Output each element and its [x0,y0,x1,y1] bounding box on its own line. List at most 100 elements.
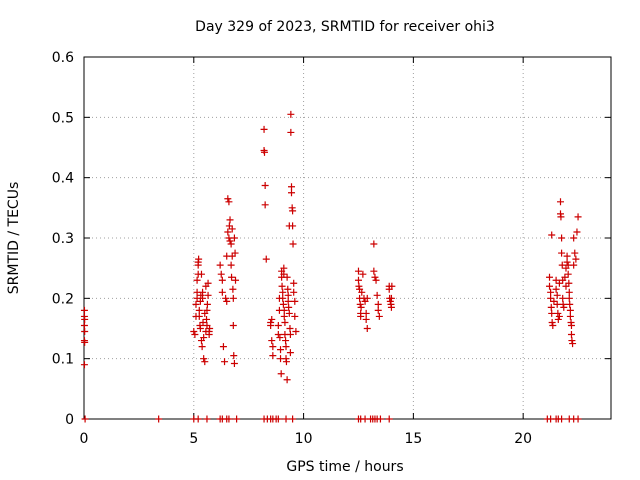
data-point [546,282,554,290]
data-point [286,325,294,332]
data-point [284,285,292,293]
data-point [261,182,269,190]
data-point [288,183,296,191]
plot-area-frame [83,56,612,420]
data-point [555,312,563,320]
data-point [358,288,366,296]
data-point [388,282,396,290]
data-point [204,291,212,299]
data-point [291,297,299,305]
data-point [546,273,554,281]
data-point [289,222,297,230]
data-point [199,318,207,326]
data-point [218,276,226,284]
data-point [566,300,574,308]
data-point [203,415,211,423]
data-point [373,291,381,299]
data-point [362,315,370,323]
data-point [566,312,574,320]
data-point [81,315,89,323]
data-point [292,328,300,336]
data-point [552,285,560,293]
data-point [261,201,269,209]
data-point [554,309,562,317]
data-point [558,249,566,257]
data-point [565,279,573,287]
data-point [81,415,89,423]
y-tick-label: 0.5 [52,110,74,126]
data-point [565,288,573,296]
data-point [549,321,557,329]
data-point [558,234,566,242]
data-point [574,415,582,423]
data-point [225,415,233,423]
data-point [269,343,277,351]
data-point [279,294,287,302]
data-point [569,340,577,348]
data-point [553,300,561,308]
data-point [556,198,564,206]
data-point [203,306,211,314]
data-point [201,358,209,366]
data-point [278,282,286,290]
data-point [374,300,382,308]
data-point [574,213,582,221]
y-tick-label: 0.4 [52,171,74,187]
data-point [224,228,232,236]
data-point [558,415,566,423]
data-point [277,346,285,354]
data-point [277,370,285,378]
x-tick-label: 20 [514,431,532,447]
data-point [355,282,363,290]
data-point [226,237,234,245]
data-point [566,306,574,314]
y-tick-label: 0 [65,412,74,428]
data-point [203,300,211,308]
data-point [274,331,282,339]
data-point [359,270,367,278]
data-point [557,213,565,221]
data-point [561,273,569,281]
data-point [280,306,288,314]
data-point [568,337,576,345]
data-point [354,267,362,275]
data-point [229,321,237,329]
data-point [262,255,270,263]
data-point [288,189,296,197]
y-tick-label: 0.3 [52,231,74,247]
data-point [199,294,207,302]
data-point [268,315,276,323]
data-point [190,328,198,336]
data-point [225,198,233,206]
data-point [362,309,370,317]
data-point [274,415,282,423]
data-point [283,273,291,281]
data-point [268,337,276,345]
data-point [231,249,239,257]
data-point [282,337,290,345]
data-point [80,361,88,369]
data-point [195,255,203,263]
data-point [282,358,290,366]
data-point [200,334,208,342]
data-point [290,279,298,287]
data-point [571,249,579,257]
data-point [286,349,294,357]
data-point [374,306,382,314]
data-point [371,273,379,281]
data-point [199,288,207,296]
data-point [548,309,556,317]
data-point [228,225,236,233]
y-tick-label: 0.6 [52,50,74,66]
data-point [193,276,201,284]
data-point [206,325,214,332]
data-point [285,309,293,317]
data-point [284,297,292,305]
data-point [375,312,383,320]
data-point [260,148,268,156]
data-point [227,261,235,269]
data-point [559,294,567,302]
data-point [291,312,299,320]
data-point [230,234,238,242]
